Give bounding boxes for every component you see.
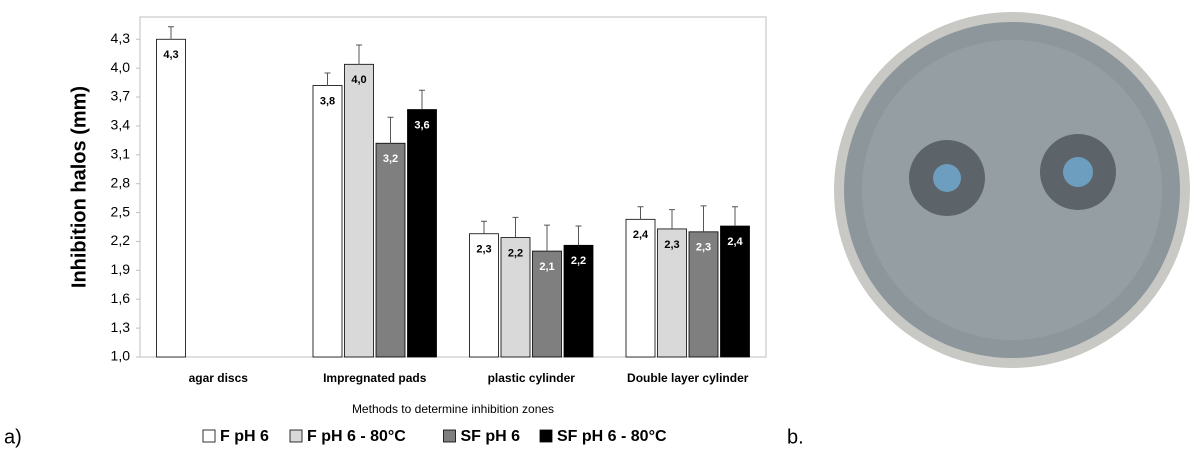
bar: [720, 225, 750, 358]
panel-label: b.: [787, 426, 804, 448]
bar: [500, 237, 531, 358]
error-bar: [637, 206, 644, 220]
disc: [933, 164, 961, 192]
y-axis-title: Inhibition halos (mm): [68, 86, 90, 288]
y-tick-label: 2,8: [111, 174, 131, 190]
x-tick-label: Impregnated pads: [323, 371, 427, 385]
bar: [469, 233, 499, 358]
disc: [1063, 157, 1093, 187]
value-label: 2,1: [539, 261, 554, 273]
value-label: 2,3: [664, 239, 679, 251]
value-label: 4,3: [163, 49, 178, 61]
petri-dish-photo: [834, 12, 1190, 368]
legend-swatch: [443, 429, 456, 443]
x-tick-label: agar discs: [189, 371, 249, 385]
y-tick-label: 3,7: [111, 88, 131, 104]
y-tick-label: 2,2: [111, 232, 131, 248]
value-label: 2,4: [633, 229, 649, 241]
value-label: 2,2: [571, 255, 586, 267]
error-bar: [387, 116, 394, 144]
bar: [688, 231, 719, 358]
value-label: 3,2: [383, 153, 398, 165]
value-label: 4,0: [351, 74, 366, 86]
value-label: 2,2: [508, 248, 523, 260]
error-bar: [669, 209, 675, 229]
bar: [375, 142, 406, 358]
x-tick-label: Double layer cylinder: [627, 371, 749, 385]
y-tick-label: 4,0: [111, 59, 131, 75]
value-label: 3,8: [320, 95, 335, 107]
y-tick-label: 1,0: [111, 348, 131, 364]
legend-label: F pH 6: [220, 428, 269, 445]
error-bar: [356, 44, 362, 65]
x-tick-label: plastic cylinder: [488, 371, 576, 385]
bar: [657, 228, 687, 358]
legend-swatch: [539, 429, 553, 443]
error-bar: [700, 205, 707, 232]
y-tick-label: 2,5: [111, 203, 131, 219]
legend-label: F pH 6 - 80°C: [307, 428, 406, 445]
bar: [563, 244, 594, 358]
y-tick-label: 1,9: [111, 261, 131, 277]
y-tick-label: 1,3: [111, 319, 131, 335]
panel-label: a): [4, 426, 22, 448]
bar: [625, 218, 656, 358]
legend-label: SF pH 6 - 80°C: [557, 428, 667, 445]
bar: [407, 109, 437, 358]
bar: [156, 38, 186, 358]
bar: [312, 85, 343, 358]
legend-label: SF pH 6: [461, 428, 521, 445]
y-tick-label: 3,1: [111, 146, 131, 162]
value-label: 2,4: [727, 236, 743, 248]
error-bar: [168, 26, 174, 40]
error-bar: [512, 216, 519, 238]
error-bar: [419, 89, 425, 110]
error-bar: [481, 220, 487, 234]
y-tick-label: 3,4: [111, 117, 131, 133]
plot-frame: [139, 16, 767, 358]
bar: [532, 250, 562, 358]
value-label: 2,3: [696, 242, 711, 254]
error-bar: [324, 72, 331, 86]
legend-swatch: [202, 429, 216, 443]
error-bar: [732, 206, 738, 227]
y-tick-label: 1,6: [111, 290, 131, 306]
x-axis-title: Methods to determine inhibition zones: [352, 402, 554, 416]
error-bar: [575, 225, 582, 246]
legend-swatch: [289, 429, 303, 443]
dish-agar-inner: [862, 40, 1162, 340]
value-label: 3,6: [414, 119, 429, 131]
error-bar: [544, 224, 550, 252]
bar: [344, 63, 374, 358]
value-label: 2,3: [476, 244, 491, 256]
y-tick-label: 4,3: [111, 30, 131, 46]
